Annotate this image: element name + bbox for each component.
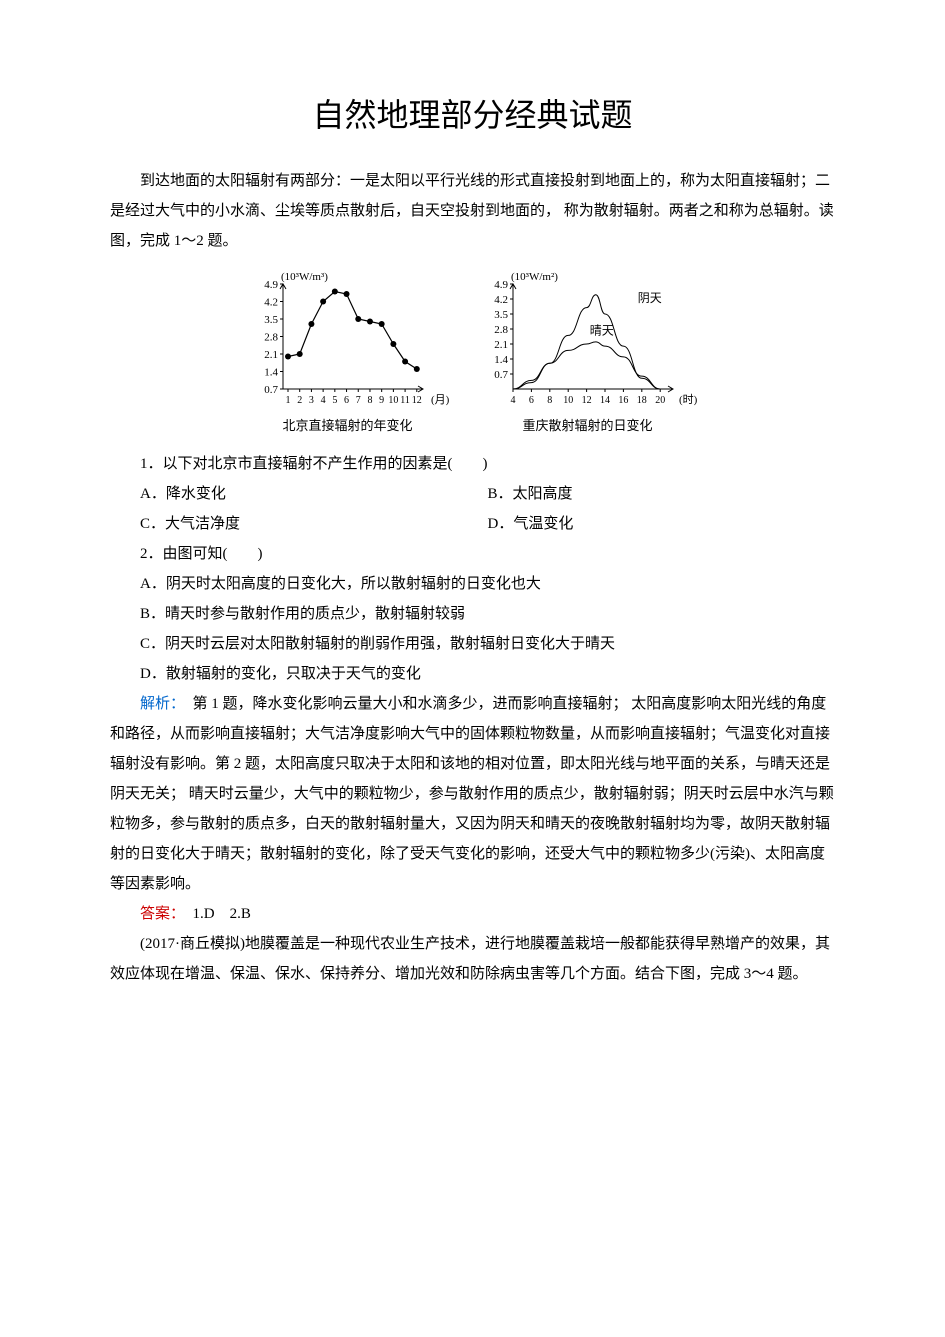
svg-text:9: 9 bbox=[379, 395, 384, 406]
svg-text:4.9: 4.9 bbox=[264, 279, 278, 291]
svg-text:(时): (时) bbox=[679, 393, 698, 406]
svg-text:2.1: 2.1 bbox=[494, 339, 508, 351]
chart-chongqing-radiation: (10³W/m²) 0.7 1.4 2.1 2.8 3.5 4.2 4.9 4 6 8 10 12 14 1… bbox=[473, 266, 703, 411]
svg-text:14: 14 bbox=[600, 395, 610, 406]
q2-stem: 2．由图可知( ) bbox=[110, 539, 835, 569]
svg-text:7: 7 bbox=[355, 395, 360, 406]
q2-opt-a: A．阴天时太阳高度的日变化大，所以散射辐射的日变化也大 bbox=[140, 569, 835, 599]
answer-text: 1.D 2.B bbox=[178, 906, 251, 922]
chart1-container: (10³W/m³)0.71.42.12.83.54.24.91234567891… bbox=[243, 266, 453, 434]
page-title: 自然地理部分经典试题 bbox=[110, 90, 835, 136]
svg-text:3.5: 3.5 bbox=[494, 309, 508, 321]
svg-text:1: 1 bbox=[285, 395, 290, 406]
svg-text:0.7: 0.7 bbox=[264, 384, 278, 396]
svg-text:4: 4 bbox=[510, 395, 515, 406]
intro-paragraph: 到达地面的太阳辐射有两部分：一是太阳以平行光线的形式直接投射到地面上的，称为太阳… bbox=[110, 166, 835, 256]
svg-text:11: 11 bbox=[400, 395, 410, 406]
svg-text:16: 16 bbox=[618, 395, 628, 406]
svg-text:(月): (月) bbox=[431, 394, 450, 406]
svg-text:3: 3 bbox=[308, 395, 313, 406]
analysis-text: 第 1 题，降水变化影响云量大小和水滴多少，进而影响直接辐射； 太阳高度影响太阳… bbox=[110, 696, 834, 892]
chart-beijing-radiation: (10³W/m³)0.71.42.12.83.54.24.91234567891… bbox=[243, 266, 453, 411]
svg-text:(10³W/m²): (10³W/m²) bbox=[511, 271, 558, 283]
answer-label: 答案： bbox=[140, 906, 178, 922]
svg-text:12: 12 bbox=[411, 395, 421, 406]
q2-options: A．阴天时太阳高度的日变化大，所以散射辐射的日变化也大 B．晴天时参与散射作用的… bbox=[110, 569, 835, 689]
q2-opt-c: C．阴天时云层对太阳散射辐射的削弱作用强，散射辐射日变化大于晴天 bbox=[140, 629, 835, 659]
svg-text:2.8: 2.8 bbox=[494, 324, 508, 336]
svg-text:晴天: 晴天 bbox=[589, 323, 613, 337]
svg-text:1.4: 1.4 bbox=[264, 367, 278, 379]
chart2-caption: 重庆散射辐射的日变化 bbox=[522, 415, 652, 434]
svg-text:4: 4 bbox=[320, 395, 325, 406]
svg-text:20: 20 bbox=[655, 395, 665, 406]
q2-opt-d: D．散射辐射的变化，只取决于天气的变化 bbox=[140, 659, 835, 689]
svg-text:6: 6 bbox=[528, 395, 533, 406]
svg-text:10: 10 bbox=[563, 395, 573, 406]
svg-text:4.2: 4.2 bbox=[494, 294, 508, 306]
svg-text:12: 12 bbox=[581, 395, 591, 406]
q1-opt-d: D．气温变化 bbox=[488, 509, 836, 539]
svg-text:18: 18 bbox=[636, 395, 646, 406]
svg-text:2: 2 bbox=[297, 395, 302, 406]
svg-text:4.9: 4.9 bbox=[494, 279, 508, 291]
svg-text:8: 8 bbox=[367, 395, 372, 406]
svg-text:2.8: 2.8 bbox=[264, 332, 278, 344]
context2-paragraph: (2017·商丘模拟)地膜覆盖是一种现代农业生产技术，进行地膜覆盖栽培一般都能获… bbox=[110, 929, 835, 989]
svg-text:0.7: 0.7 bbox=[494, 369, 508, 381]
svg-text:6: 6 bbox=[344, 395, 349, 406]
svg-text:3.5: 3.5 bbox=[264, 314, 278, 326]
svg-text:(10³W/m³): (10³W/m³) bbox=[281, 271, 328, 283]
charts-container: (10³W/m³)0.71.42.12.83.54.24.91234567891… bbox=[110, 266, 835, 434]
svg-text:10: 10 bbox=[388, 395, 398, 406]
svg-text:8: 8 bbox=[547, 395, 552, 406]
chart1-caption: 北京直接辐射的年变化 bbox=[282, 415, 412, 434]
q1-opt-c: C．大气洁净度 bbox=[140, 509, 488, 539]
svg-text:1.4: 1.4 bbox=[494, 354, 508, 366]
svg-text:2.1: 2.1 bbox=[264, 349, 278, 361]
q1-opt-a: A．降水变化 bbox=[140, 479, 488, 509]
svg-text:阴天: 阴天 bbox=[637, 291, 661, 305]
chart2-container: (10³W/m²) 0.7 1.4 2.1 2.8 3.5 4.2 4.9 4 6 8 10 12 14 1… bbox=[473, 266, 703, 434]
q1-opt-b: B．太阳高度 bbox=[488, 479, 836, 509]
answer-paragraph: 答案： 1.D 2.B bbox=[110, 899, 835, 929]
q1-options: A．降水变化 B．太阳高度 C．大气洁净度 D．气温变化 bbox=[110, 479, 835, 539]
q1-stem: 1．以下对北京市直接辐射不产生作用的因素是( ) bbox=[110, 449, 835, 479]
svg-text:5: 5 bbox=[332, 395, 337, 406]
q2-opt-b: B．晴天时参与散射作用的质点少，散射辐射较弱 bbox=[140, 599, 835, 629]
analysis-paragraph: 解析： 第 1 题，降水变化影响云量大小和水滴多少，进而影响直接辐射； 太阳高度… bbox=[110, 689, 835, 899]
svg-text:4.2: 4.2 bbox=[264, 297, 278, 309]
analysis-label: 解析： bbox=[140, 696, 178, 712]
